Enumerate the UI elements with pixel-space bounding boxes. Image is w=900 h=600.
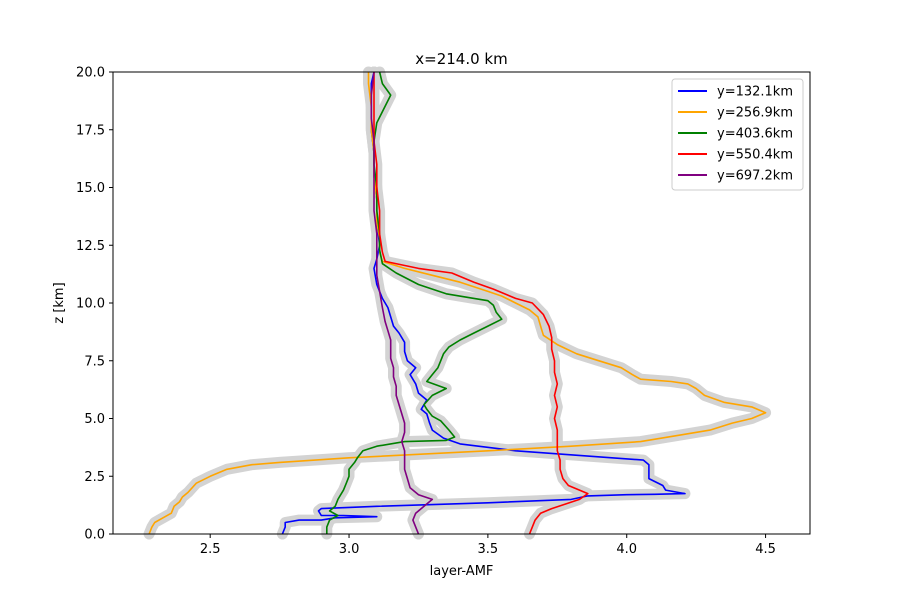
legend-box <box>671 78 804 191</box>
legend-label-2: y=256.9km <box>717 106 793 121</box>
y-axis-ticks: 0.0 2.5 5.0 7.5 10.0 12.5 15.0 17.5 20.0 <box>76 66 113 543</box>
x-tick-label: 3.5 <box>478 542 499 557</box>
legend-label-1: y=132.1km <box>717 85 793 100</box>
y-tick-label: 7.5 <box>84 354 105 369</box>
y-tick-label: 17.5 <box>76 123 105 138</box>
y-tick-label: 0.0 <box>84 528 105 543</box>
y-axis-label: z [km] <box>52 282 67 323</box>
y-tick-label: 10.0 <box>76 297 105 312</box>
series-line-4 <box>373 72 589 535</box>
legend: y=132.1km y=256.9km y=403.6km y=550.4km y=69… <box>671 78 804 191</box>
x-tick-label: 4.0 <box>616 542 637 557</box>
legend-label-5: y=697.2km <box>717 169 793 184</box>
x-tick-label: 2.5 <box>200 542 221 557</box>
y-tick-label: 2.5 <box>84 470 105 485</box>
x-tick-label: 3.0 <box>339 542 360 557</box>
legend-label-3: y=403.6km <box>717 127 793 142</box>
x-axis-label: layer-AMF <box>430 564 494 579</box>
y-tick-label: 15.0 <box>76 181 105 196</box>
legend-label-4: y=550.4km <box>717 148 793 163</box>
chart-title: x=214.0 km <box>415 50 507 68</box>
y-tick-label: 12.5 <box>76 239 105 254</box>
x-axis-ticks: 2.5 3.0 3.5 4.0 4.5 <box>200 534 776 557</box>
series-line-3 <box>325 71 503 534</box>
y-tick-label: 20.0 <box>76 66 105 81</box>
series-line-5 <box>370 71 434 535</box>
y-tick-label: 5.0 <box>84 412 105 427</box>
x-tick-label: 4.5 <box>755 542 776 557</box>
series-lines <box>148 71 767 535</box>
